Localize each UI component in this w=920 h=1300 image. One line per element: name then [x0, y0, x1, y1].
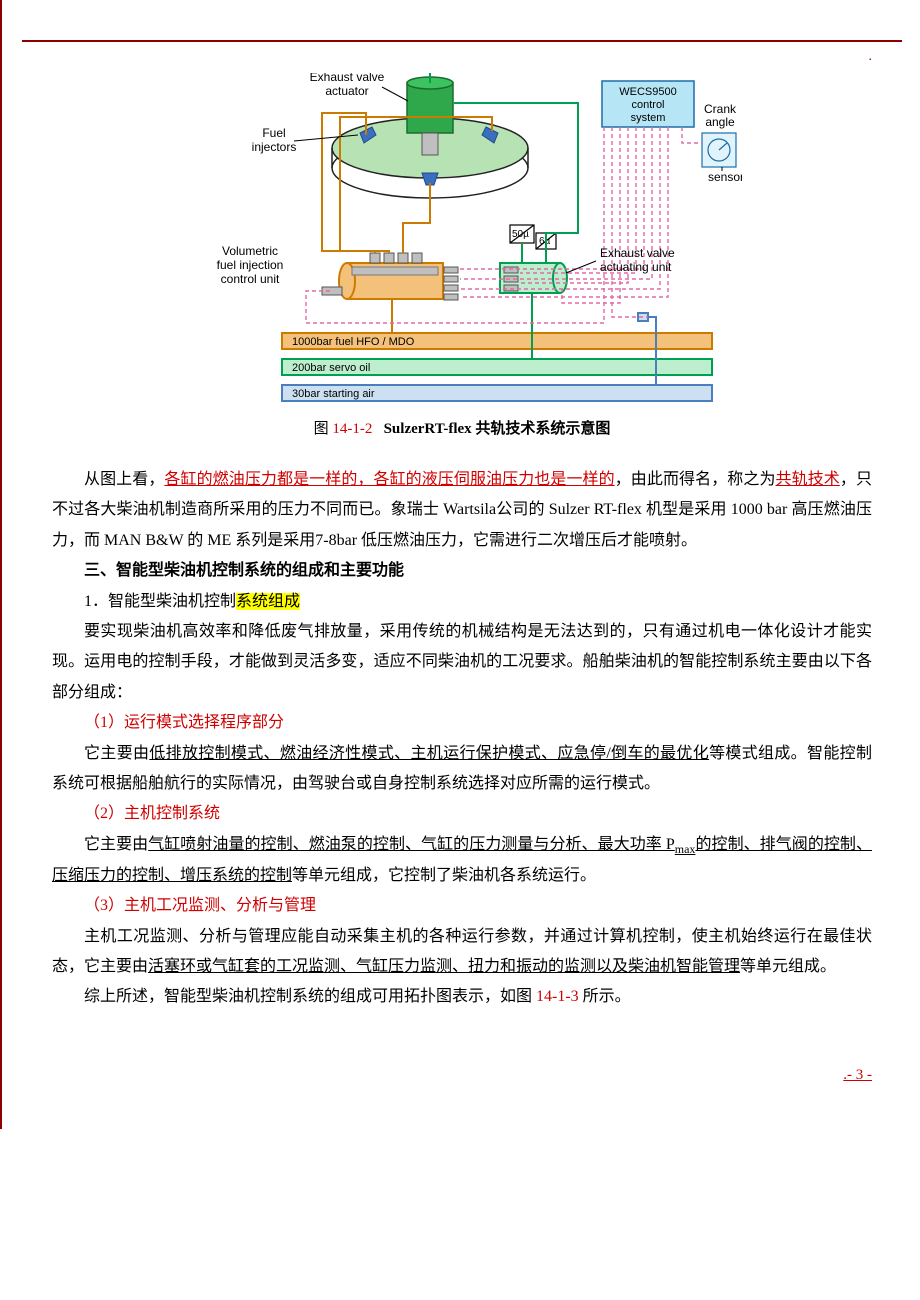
plast-fignum: 14-1-3 [536, 988, 579, 1005]
p1-lead: 从图上看， [84, 471, 164, 488]
svg-text:control unit: control unit [221, 272, 280, 286]
svg-text:200bar servo oil: 200bar servo oil [292, 362, 370, 374]
sub3-b: 等单元组成。 [740, 958, 836, 975]
sub3-heading: （3）主机工况监测、分析与管理 [52, 891, 872, 921]
sub2-body: 它主要由气缸喷射油量的控制、燃油泵的控制、气缸的压力测量与分析、最大功率 Pma… [52, 830, 872, 891]
svg-text:6µ: 6µ [539, 236, 551, 247]
p1-underline-2: 共轨技术 [776, 471, 840, 488]
svg-text:Volumetric: Volumetric [222, 244, 278, 258]
figure-diagram: 1000bar fuel HFO / MDO 200bar servo oil … [52, 73, 872, 403]
section-3-heading: 三、智能型柴油机控制系统的组成和主要功能 [52, 556, 872, 586]
p1-mid: ，由此而得名，称之为 [615, 471, 776, 488]
svg-text:actuating unit: actuating unit [600, 260, 672, 274]
svg-text:Crank: Crank [704, 102, 737, 116]
sub2-a: 它主要由 [84, 836, 148, 853]
sub2-sub: max [675, 842, 696, 856]
sub2-u1: 气缸喷射油量的控制、燃油泵的控制、气缸的压力测量与分析、最大功率 P [148, 836, 675, 853]
svg-text:Exhaust valve: Exhaust valve [600, 246, 675, 260]
paragraph-last: 综上所述，智能型柴油机控制系统的组成可用拓扑图表示，如图 14-1-3 所示。 [52, 982, 872, 1012]
svg-text:WECS9500: WECS9500 [619, 86, 676, 98]
sub1-heading: （1）运行模式选择程序部分 [52, 708, 872, 738]
sub1-body: 它主要由低排放控制模式、燃油经济性模式、主机运行保护模式、应急停/倒车的最优化等… [52, 739, 872, 800]
svg-text:1000bar fuel HFO / MDO: 1000bar fuel HFO / MDO [292, 336, 415, 348]
paragraph-1: 从图上看，各缸的燃油压力都是一样的，各缸的液压伺服油压力也是一样的，由此而得名，… [52, 465, 872, 556]
p1-underline-1: 各缸的燃油压力都是一样的，各缸的液压伺服油压力也是一样的 [164, 471, 614, 488]
sub2-b: 等单元组成，它控制了柴油机各系统运行。 [292, 867, 596, 884]
page-footer: .- 3 - [52, 1061, 872, 1090]
sub3-body: 主机工况监测、分析与管理应能自动采集主机的各种运行参数，并通过计算机控制，使主机… [52, 922, 872, 983]
plast-a: 综上所述，智能型柴油机控制系统的组成可用拓扑图表示，如图 [84, 988, 536, 1005]
caption-title: SulzerRT-flex 共轨技术系统示意图 [384, 421, 611, 437]
item-1-heading: 1．智能型柴油机控制系统组成 [52, 587, 872, 617]
item1-highlight: 系统组成 [236, 593, 300, 610]
figure-caption: 图 14-1-2 SulzerRT-flex 共轨技术系统示意图 [52, 415, 872, 444]
svg-text:control: control [631, 99, 664, 111]
sub2-head-text: （2）主机控制系统 [84, 805, 220, 822]
svg-text:sensor: sensor [708, 170, 742, 184]
svg-text:actuator: actuator [325, 84, 368, 98]
sub3-head-text: （3）主机工况监测、分析与管理 [84, 897, 316, 914]
svg-text:injectors: injectors [252, 140, 297, 154]
sub3-u: 活塞环或气缸套的工况监测、气缸压力监测、扭力和振动的监测以及柴油机智能管理 [148, 958, 740, 975]
document-page: . 1000bar fuel HFO / MDO 200bar servo oi… [0, 0, 920, 1129]
page-number: - 3 - [847, 1067, 872, 1083]
plast-b: 所示。 [579, 988, 631, 1005]
svg-text:system: system [631, 112, 666, 124]
sub1-u: 低排放控制模式、燃油经济性模式、主机运行保护模式、应急停/倒车的最优化 [149, 745, 709, 762]
svg-text:Exhaust valve: Exhaust valve [310, 73, 385, 84]
svg-text:Fuel: Fuel [262, 126, 285, 140]
svg-text:angle: angle [705, 115, 735, 129]
sulzer-rt-flex-diagram: 1000bar fuel HFO / MDO 200bar servo oil … [182, 73, 742, 403]
header-dot: . [52, 44, 872, 71]
sub2-heading: （2）主机控制系统 [52, 799, 872, 829]
sub1-a: 它主要由 [84, 745, 149, 762]
caption-fignum: 14-1-2 [332, 421, 372, 437]
svg-text:50µ: 50µ [512, 229, 529, 240]
header-rule [22, 40, 902, 42]
item1-pre: 1．智能型柴油机控制 [84, 593, 236, 610]
caption-prefix: 图 [314, 421, 333, 437]
sub1-head-text: （1）运行模式选择程序部分 [84, 714, 284, 731]
svg-text:30bar starting air: 30bar starting air [292, 388, 375, 400]
item-1-body: 要实现柴油机高效率和降低废气排放量，采用传统的机械结构是无法达到的，只有通过机电… [52, 617, 872, 708]
svg-text:fuel injection: fuel injection [217, 258, 284, 272]
